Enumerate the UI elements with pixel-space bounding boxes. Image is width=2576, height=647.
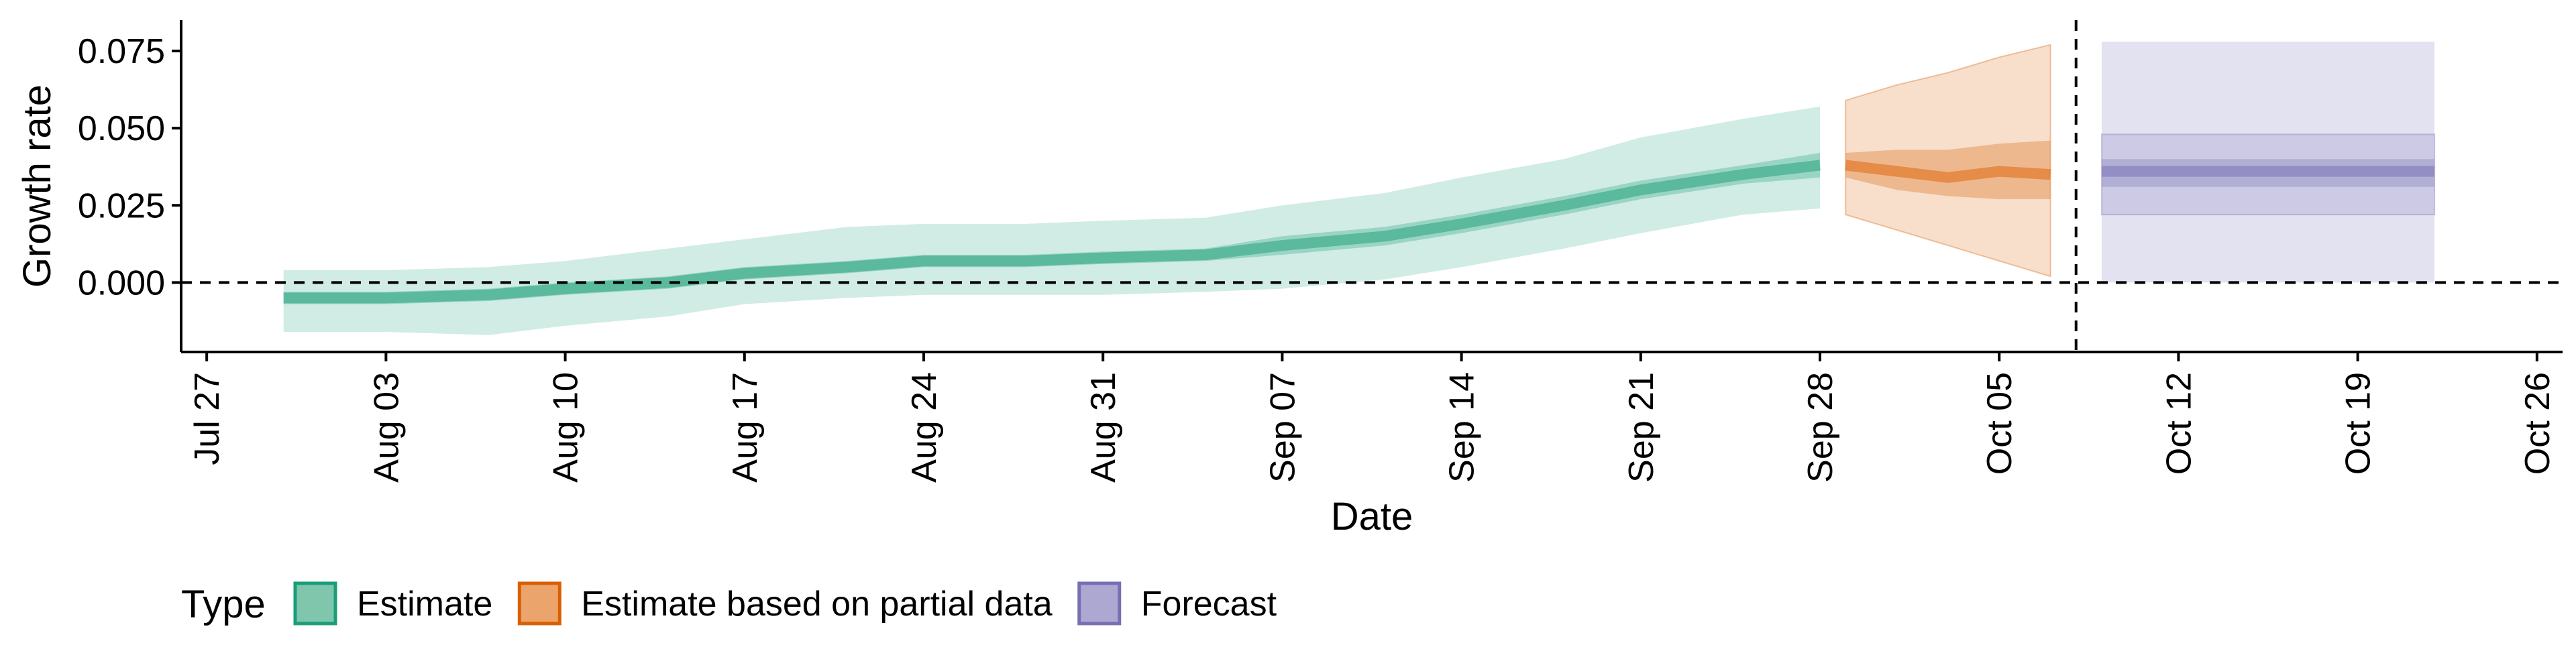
y-tick-label: 0.050	[78, 109, 165, 148]
x-tick-label: Jul 27	[188, 372, 227, 465]
x-tick-label: Aug 03	[367, 372, 406, 483]
y-axis-title: Growth rate	[15, 84, 59, 288]
estimate-based-on-partial-data-median	[1845, 160, 2051, 183]
x-axis-title: Date	[1331, 495, 1413, 538]
legend-swatch-forecast	[1077, 581, 1122, 626]
x-tick-label: Oct 12	[2159, 372, 2198, 475]
x-tick-label: Aug 31	[1084, 372, 1123, 483]
reference-lines-layer	[181, 20, 2563, 352]
x-tick-label: Oct 26	[2518, 372, 2557, 475]
legend: Type Estimate Estimate based on partial da…	[181, 581, 1277, 626]
axes-layer: 0.000 0.025 0.050 0.075 Jul 27 Aug 03 Aug 10 Au…	[15, 20, 2563, 538]
x-tick-label: Sep 28	[1801, 372, 1840, 483]
estimate-median	[283, 160, 1821, 304]
legend-label-estimate-based-on-partial-data: Estimate based on partial data	[581, 585, 1053, 624]
bands-layer	[283, 42, 2436, 335]
x-tick-label: Aug 17	[726, 372, 765, 483]
estimate-band-90	[283, 106, 1821, 335]
y-tick-label: 0.075	[78, 32, 165, 71]
legend-label-estimate: Estimate	[357, 585, 492, 624]
x-tick-label: Oct 05	[1980, 372, 2019, 475]
x-tick-label: Oct 19	[2339, 372, 2378, 475]
x-tick-label: Sep 21	[1622, 372, 1661, 483]
legend-label-forecast: Forecast	[1141, 585, 1277, 624]
y-tick-label: 0.025	[78, 186, 165, 225]
legend-swatch-estimate-based-on-partial-data	[517, 581, 561, 626]
estimate-based-on-partial-data-band-90	[1845, 44, 2051, 278]
y-tick-label: 0.000	[78, 263, 165, 302]
legend-swatch-estimate	[293, 581, 337, 626]
forecast-band-outer	[2101, 42, 2435, 283]
x-tick-label: Sep 14	[1443, 372, 1482, 483]
estimate-based-on-partial-data-band-50	[1845, 140, 2051, 200]
x-tick-label: Aug 24	[905, 372, 944, 483]
legend-title: Type	[181, 583, 266, 626]
x-tick-label: Aug 10	[547, 372, 586, 483]
x-tick-label: Sep 07	[1263, 372, 1302, 483]
